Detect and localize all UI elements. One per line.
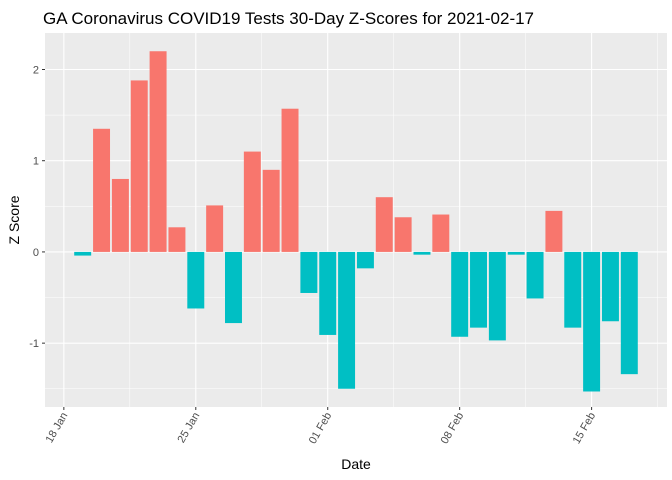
bar: [149, 51, 167, 252]
bar: [601, 251, 619, 322]
bar: [338, 251, 356, 389]
x-axis-title: Date: [341, 456, 371, 472]
x-tick-label: 25 Jan: [175, 411, 202, 446]
bar: [130, 80, 148, 252]
bar: [451, 251, 469, 337]
y-tick-label: 0: [33, 247, 39, 259]
x-tick-label: 15 Feb: [571, 411, 599, 447]
bar: [413, 251, 431, 255]
bars: [74, 51, 638, 392]
bar: [74, 251, 92, 256]
bar: [243, 151, 261, 252]
y-tick-label: 2: [33, 64, 39, 76]
bar: [470, 251, 487, 328]
plot-panel: [45, 33, 667, 407]
bar: [507, 251, 525, 255]
bar: [526, 251, 544, 299]
bar: [620, 251, 638, 375]
y-tick-label: 1: [33, 156, 39, 168]
x-axis: 18 Jan 25 Jan 01 Feb 08 Feb 15 Feb: [44, 407, 599, 447]
bar: [281, 108, 299, 252]
bar: [488, 251, 506, 341]
bar: [93, 128, 111, 252]
bar: [583, 251, 601, 392]
bar: [356, 251, 374, 269]
bar: [545, 210, 563, 252]
bar: [225, 251, 242, 324]
bar: [168, 227, 186, 252]
y-axis-title: Z Score: [6, 195, 22, 244]
bar: [206, 205, 224, 252]
x-tick-label: 18 Jan: [44, 411, 71, 446]
bar: [375, 197, 393, 252]
bar: [111, 178, 129, 252]
chart-title: GA Coronavirus COVID19 Tests 30-Day Z-Sc…: [43, 9, 534, 28]
bar: [319, 251, 337, 335]
y-axis: -1 0 1 2: [29, 64, 45, 350]
y-tick-label: -1: [29, 338, 39, 350]
bar: [187, 251, 205, 309]
x-tick-label: 01 Feb: [307, 411, 335, 447]
bar: [262, 169, 280, 252]
bar: [432, 214, 450, 252]
x-tick-label: 08 Feb: [439, 411, 467, 447]
bar: [300, 251, 318, 293]
bar: [394, 217, 412, 252]
bar: [564, 251, 582, 328]
grid-lines: [45, 33, 667, 407]
